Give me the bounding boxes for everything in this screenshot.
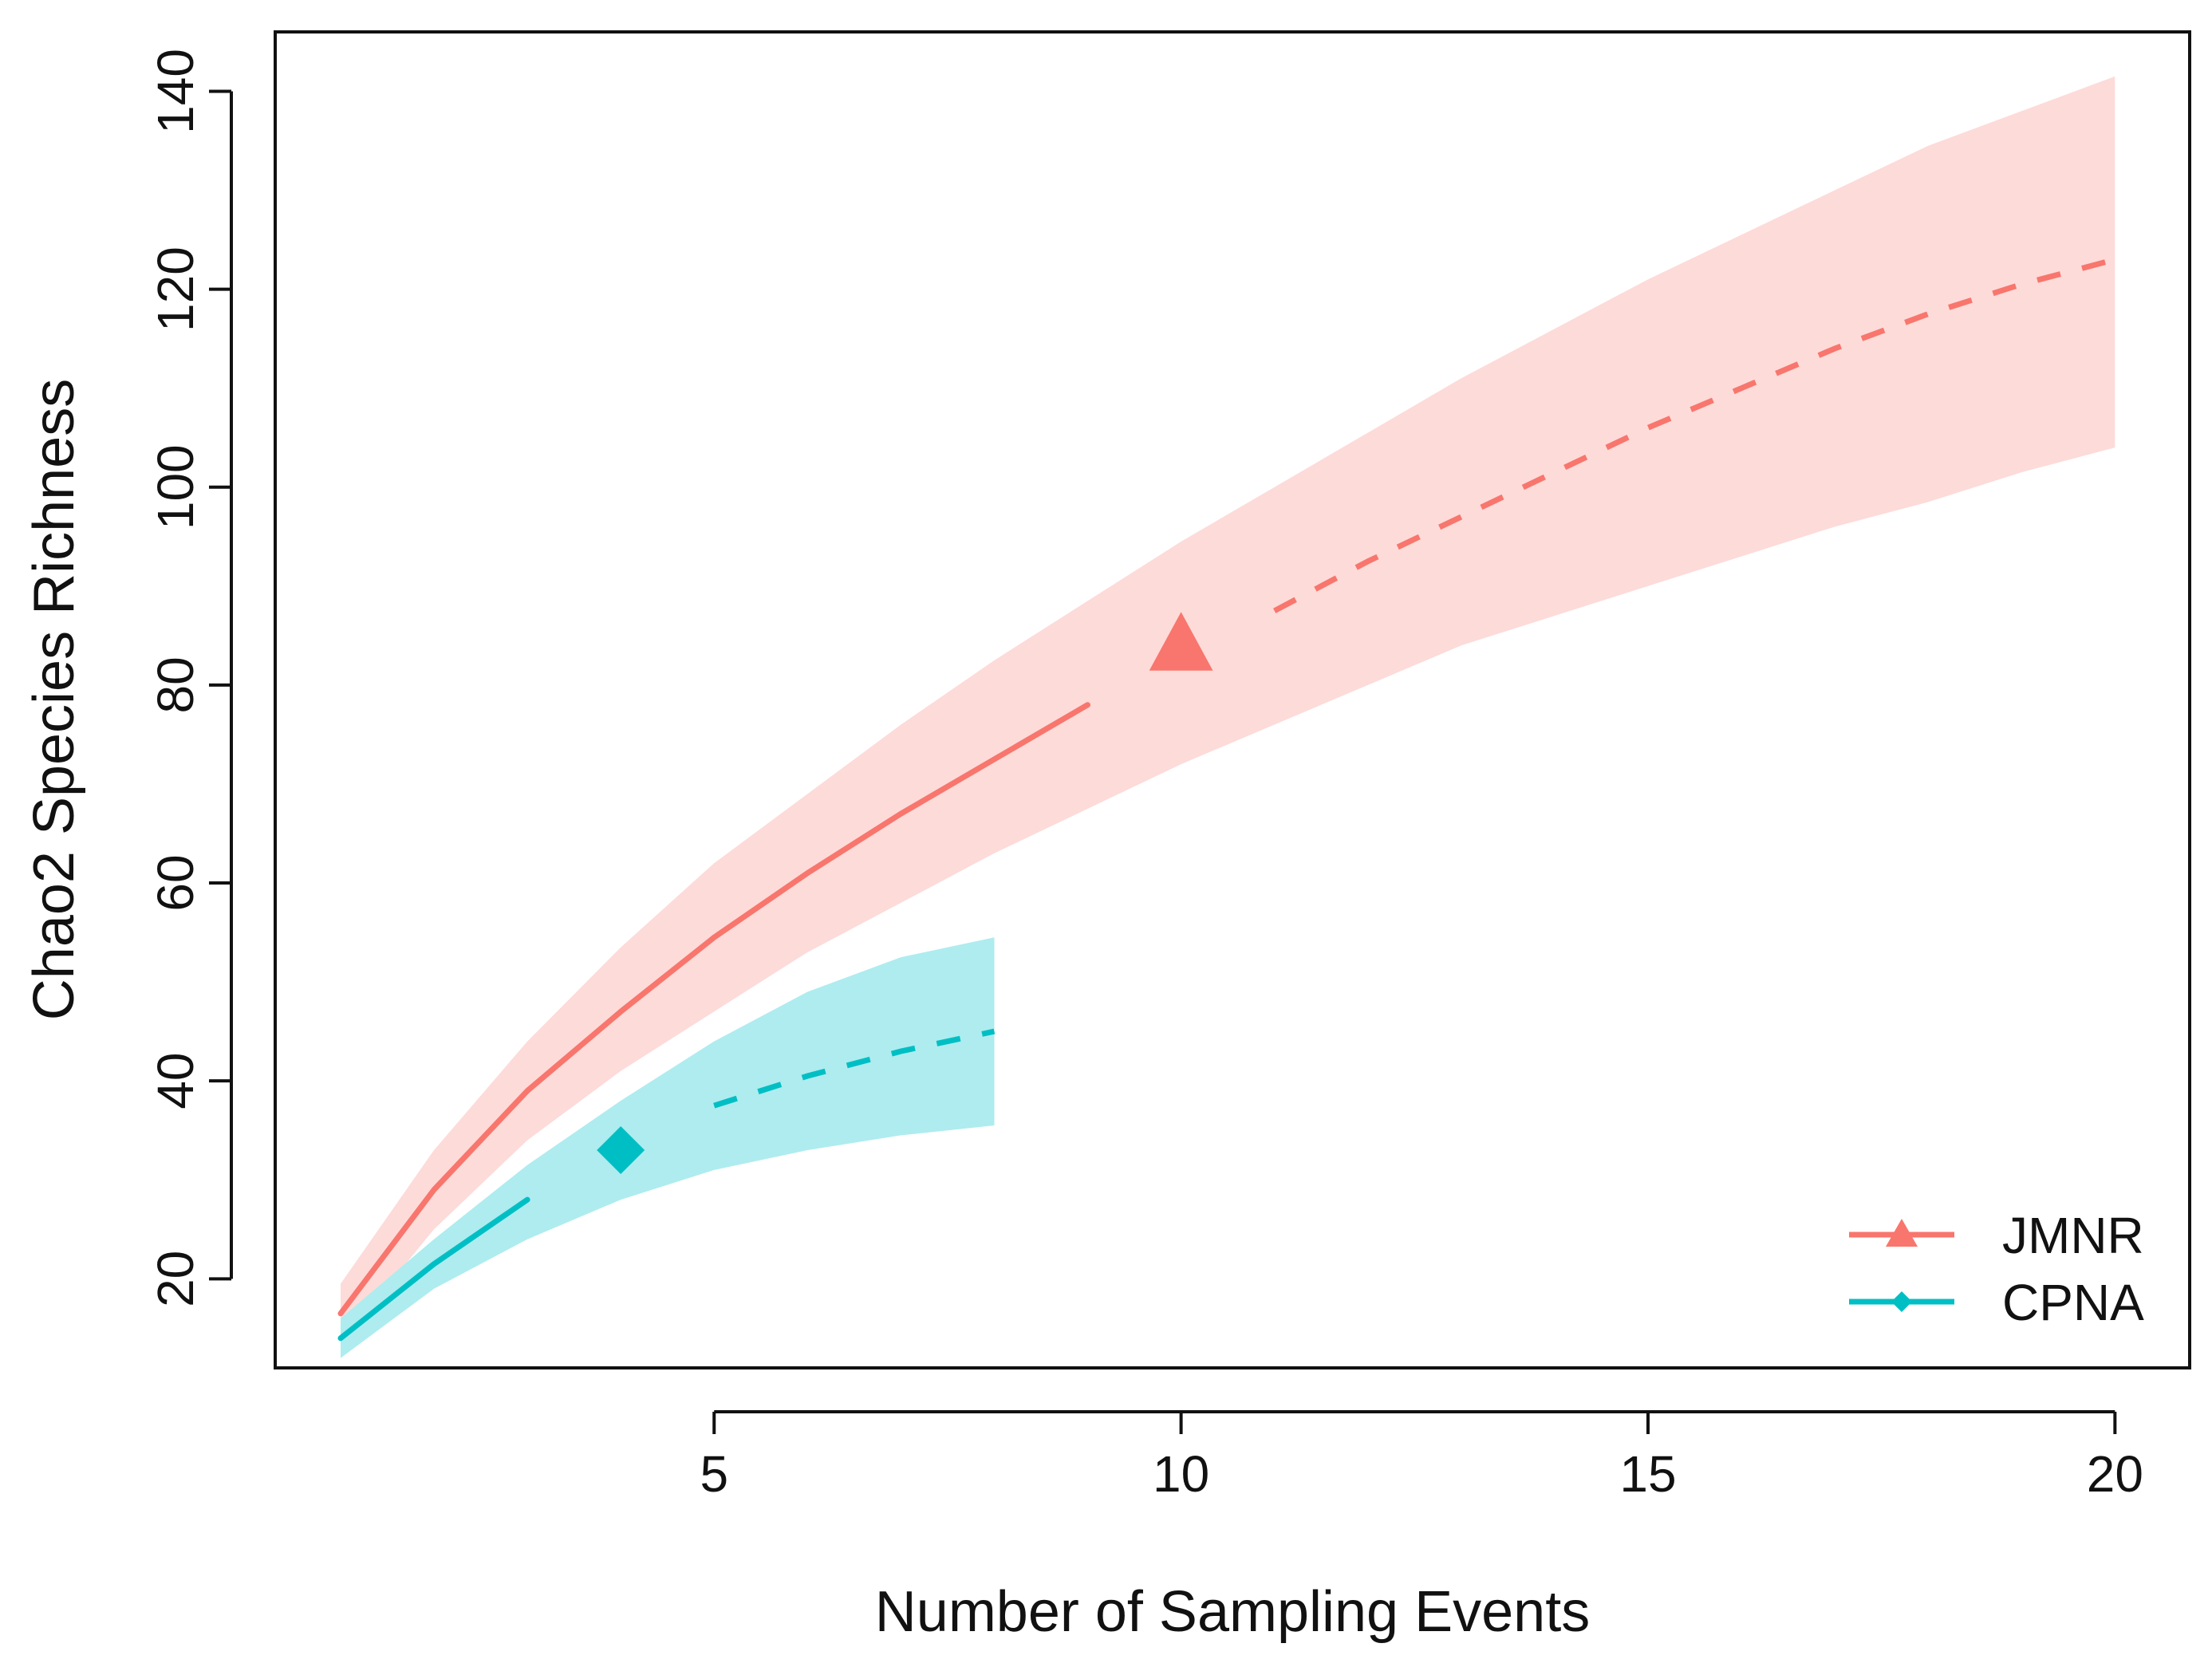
- cpna-observed-marker: [597, 1126, 645, 1175]
- jmnr-interpolated-line: [337, 702, 1090, 1317]
- x-tick-label: 20: [2087, 1445, 2143, 1503]
- legend-jmnr-marker: [1886, 1219, 1918, 1247]
- cpna-interpolated-line: [337, 1196, 530, 1342]
- y-tick-label: 20: [147, 1251, 204, 1307]
- jmnr-extrapolated-line: [1273, 257, 2116, 613]
- legend-jmnr-label: JMNR: [2002, 1207, 2144, 1264]
- y-tick-label: 100: [147, 444, 204, 530]
- plot-frame: [274, 30, 2191, 1369]
- legend-cpna-marker: [1891, 1291, 1912, 1312]
- y-tick-label: 60: [147, 854, 204, 911]
- y-axis-title: Chao2 Species Richness: [22, 379, 86, 1020]
- y-tick-label: 120: [147, 246, 204, 332]
- y-tick-label: 140: [147, 49, 204, 134]
- y-tick-label: 40: [147, 1053, 204, 1109]
- cpna-confidence-band: [341, 937, 995, 1358]
- legend: JMNR CPNA: [1849, 1207, 2144, 1331]
- x-tick-label: 5: [700, 1445, 728, 1503]
- legend-cpna-label: CPNA: [2002, 1274, 2144, 1331]
- plot-layer: [337, 76, 2116, 1358]
- x-axis-title: Number of Sampling Events: [875, 1580, 1590, 1644]
- y-tick-label: 80: [147, 656, 204, 713]
- x-tick-label: 10: [1153, 1445, 1209, 1503]
- jmnr-observed-marker: [1149, 612, 1213, 671]
- jmnr-confidence-band: [341, 76, 2115, 1343]
- x-tick-label: 15: [1619, 1445, 1676, 1503]
- axis-layer: 5 10 15 20 20 40 60 80 100 120 140: [147, 49, 2143, 1503]
- cpna-extrapolated-line: [713, 1028, 996, 1109]
